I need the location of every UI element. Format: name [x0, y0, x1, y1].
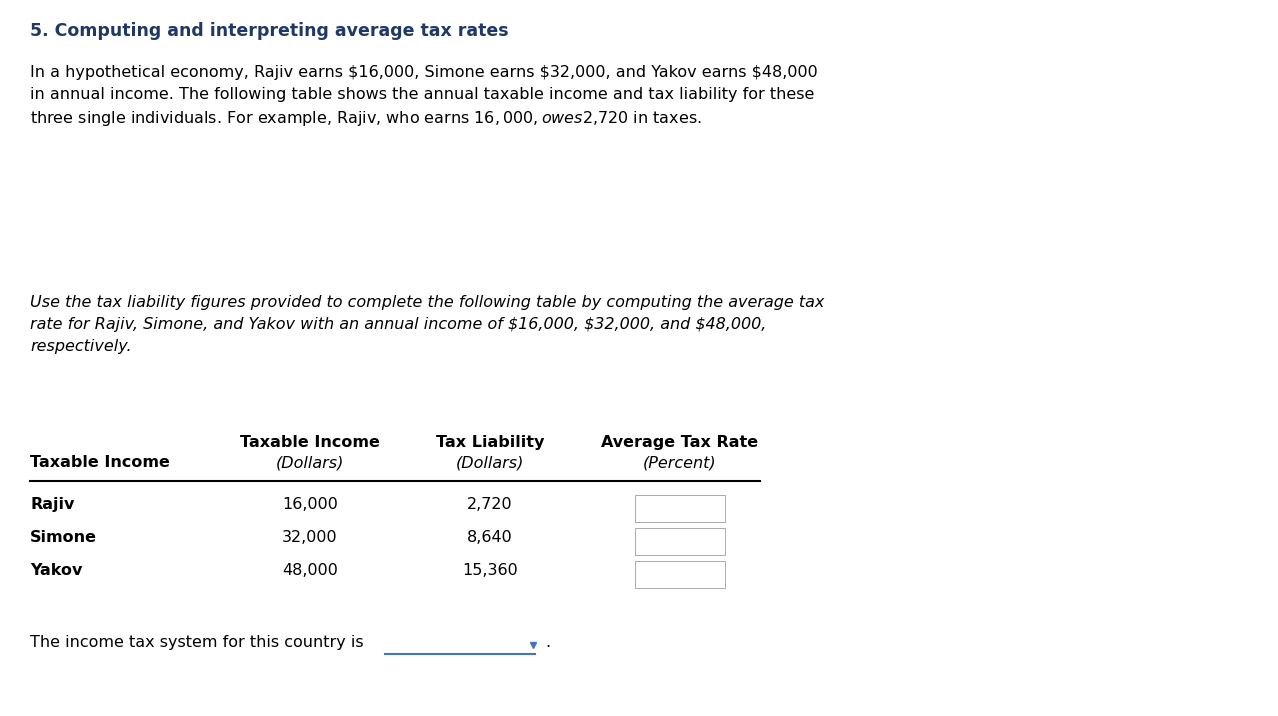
Text: respectively.: respectively. [29, 339, 132, 354]
Text: The income tax system for this country is: The income tax system for this country i… [29, 635, 364, 650]
Text: 32,000: 32,000 [282, 530, 337, 545]
Text: In a hypothetical economy, Rajiv earns $16,000, Simone earns $32,000, and Yakov : In a hypothetical economy, Rajiv earns $… [29, 65, 818, 80]
Bar [635, 495, 725, 522]
Text: Average Tax Rate: Average Tax Rate [602, 435, 759, 450]
Text: Tax Liability: Tax Liability [436, 435, 544, 450]
Bar [635, 561, 725, 588]
Text: Yakov: Yakov [29, 563, 82, 578]
Text: Use the tax liability figures provided to complete the following table by comput: Use the tax liability figures provided t… [29, 295, 824, 310]
Text: (Dollars): (Dollars) [456, 455, 524, 470]
Text: three single individuals. For example, Rajiv, who earns $16,000, owes $2,720 in : three single individuals. For example, R… [29, 109, 702, 128]
Text: 5. Computing and interpreting average tax rates: 5. Computing and interpreting average ta… [29, 22, 509, 40]
Text: rate for Rajiv, Simone, and Yakov with an annual income of $16,000, $32,000, and: rate for Rajiv, Simone, and Yakov with a… [29, 317, 767, 332]
Text: 16,000: 16,000 [282, 497, 337, 512]
Text: 15,360: 15,360 [463, 563, 518, 578]
Text: (Percent): (Percent) [643, 455, 717, 470]
Text: Taxable Income: Taxable Income [29, 455, 170, 470]
Text: in annual income. The following table shows the annual taxable income and tax li: in annual income. The following table sh… [29, 87, 814, 102]
Text: .: . [544, 635, 550, 650]
Text: Taxable Income: Taxable Income [240, 435, 380, 450]
Text: 48,000: 48,000 [282, 563, 337, 578]
Text: Rajiv: Rajiv [29, 497, 74, 512]
Text: 2,720: 2,720 [468, 497, 512, 512]
Text: 8,640: 8,640 [468, 530, 512, 545]
Text: Simone: Simone [29, 530, 97, 545]
Bar [635, 528, 725, 555]
Text: (Dollars): (Dollars) [276, 455, 344, 470]
